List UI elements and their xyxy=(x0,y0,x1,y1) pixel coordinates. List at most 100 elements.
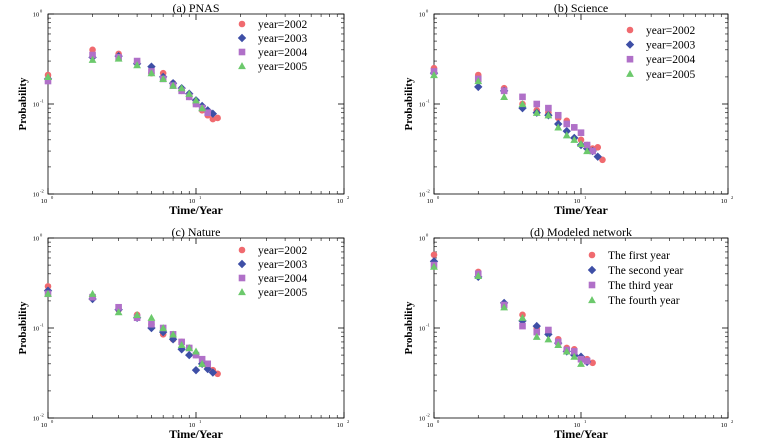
legend-label: year=2003 xyxy=(258,33,308,45)
data-point xyxy=(198,355,206,363)
legend-label: year=2002 xyxy=(258,245,308,257)
data-point xyxy=(562,126,571,136)
data-point xyxy=(177,340,186,348)
y-tick-label: 10 xyxy=(33,236,40,243)
legend-label: year=2004 xyxy=(258,47,308,59)
y-tick-label: 10 xyxy=(419,192,426,199)
legend-marker xyxy=(238,48,246,56)
data-point xyxy=(532,332,541,340)
data-point xyxy=(554,340,563,348)
x-tick-exponent: 0 xyxy=(51,195,54,200)
x-tick-label: 10 xyxy=(721,422,728,429)
data-point xyxy=(577,136,585,144)
data-point xyxy=(430,71,438,79)
data-point xyxy=(88,55,97,63)
series-3 xyxy=(430,68,596,155)
y-axis-label: Probability xyxy=(17,301,29,354)
data-point xyxy=(147,313,156,321)
series-1 xyxy=(44,46,221,123)
data-point xyxy=(192,347,200,355)
legend-marker xyxy=(626,26,634,34)
data-point xyxy=(570,352,579,360)
data-point xyxy=(474,77,483,85)
data-point xyxy=(500,303,509,311)
data-point xyxy=(532,321,541,331)
legend-marker xyxy=(238,274,246,282)
y-tick-label: 10 xyxy=(419,236,426,243)
legend-label: year=2005 xyxy=(258,61,308,73)
data-point xyxy=(208,368,218,377)
data-point xyxy=(44,283,52,290)
x-tick-label: 10 xyxy=(41,422,48,429)
data-point xyxy=(44,77,52,85)
data-point xyxy=(185,93,193,101)
y-tick-label: 10 xyxy=(33,192,40,199)
data-point xyxy=(532,108,541,116)
data-point xyxy=(554,123,563,131)
x-tick-exponent: 1 xyxy=(584,195,586,200)
data-point xyxy=(544,111,553,119)
legend-marker xyxy=(626,69,634,77)
data-point xyxy=(159,324,168,332)
data-point xyxy=(577,140,585,148)
data-point xyxy=(133,57,141,65)
data-point xyxy=(533,328,541,336)
data-point xyxy=(545,104,552,112)
x-tick-label: 10 xyxy=(574,198,581,205)
data-point xyxy=(133,310,142,318)
data-point xyxy=(177,84,186,92)
y-tick-label: 10 xyxy=(419,102,426,109)
legend-label: year=2002 xyxy=(646,25,696,37)
series-4 xyxy=(44,289,207,367)
data-point xyxy=(204,109,212,117)
legend-label: year=2003 xyxy=(646,40,696,52)
data-point xyxy=(192,100,200,108)
y-tick-label: 10 xyxy=(33,326,40,333)
data-point xyxy=(185,350,194,360)
y-tick-exponent: -2 xyxy=(40,413,44,418)
data-point xyxy=(577,359,585,367)
x-tick-exponent: 0 xyxy=(437,195,440,200)
data-point xyxy=(44,73,52,81)
data-point xyxy=(474,82,483,92)
series-4 xyxy=(430,262,585,367)
data-point xyxy=(563,120,571,128)
legend-label: year=2002 xyxy=(258,19,308,31)
x-tick-exponent: 1 xyxy=(199,419,201,424)
legend-label: The first year xyxy=(608,250,670,262)
x-tick-exponent: 0 xyxy=(51,419,54,424)
y-tick-label: 10 xyxy=(33,416,40,423)
y-tick-label: 10 xyxy=(419,12,426,19)
data-point xyxy=(533,100,541,108)
data-point xyxy=(589,359,596,367)
data-point xyxy=(169,330,177,338)
data-point xyxy=(583,141,591,149)
data-point xyxy=(554,111,562,119)
data-point xyxy=(583,357,591,365)
data-point xyxy=(577,355,585,363)
data-point xyxy=(570,124,578,131)
y-axis-label: Probability xyxy=(403,77,415,130)
series-3 xyxy=(44,51,212,117)
series-4 xyxy=(44,54,207,112)
data-point xyxy=(159,75,168,83)
data-point xyxy=(544,335,553,343)
x-tick-exponent: 2 xyxy=(731,419,733,424)
data-point xyxy=(583,147,591,155)
legend-marker xyxy=(588,296,596,304)
data-point xyxy=(198,104,207,112)
data-point xyxy=(544,330,553,339)
legend-marker xyxy=(588,281,596,289)
x-tick-label: 10 xyxy=(189,422,196,429)
x-tick-exponent: 1 xyxy=(199,195,201,200)
data-point xyxy=(214,114,221,122)
legend: The first year The second year The third y… xyxy=(587,250,684,307)
x-tick-label: 10 xyxy=(574,422,581,429)
chart-title: (a) PNAS xyxy=(173,1,220,15)
legend-label: year=2004 xyxy=(258,273,308,285)
legend-label: The fourth year xyxy=(608,295,680,307)
legend-marker xyxy=(626,55,634,63)
